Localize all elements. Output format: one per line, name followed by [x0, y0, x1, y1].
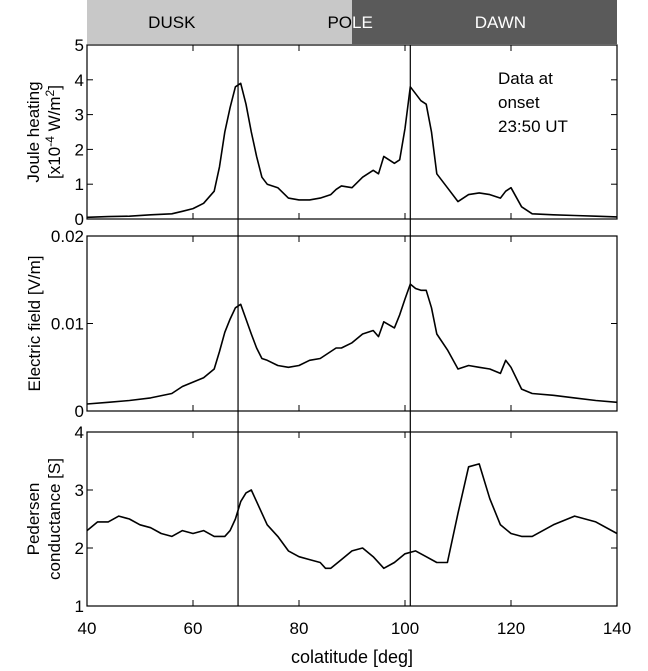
y-label-line-1: Pedersen — [24, 483, 43, 556]
panel-frame — [86, 44, 618, 220]
series-line — [86, 82, 618, 219]
y-tick-label: 2 — [75, 539, 84, 558]
y-tick-label: 0.01 — [51, 315, 84, 334]
marker-lines — [237, 45, 411, 606]
dawn-band-label: DAWN — [475, 13, 526, 32]
x-axis-label: colatitude [deg] — [291, 647, 413, 667]
x-tick-label: 80 — [290, 619, 309, 638]
y-tick-label: 2 — [75, 140, 84, 159]
y-label-sup: 2 — [43, 89, 57, 96]
x-tick-label: 60 — [184, 619, 203, 638]
y-label-line-2: [x10-4 W/m2] — [43, 85, 64, 179]
y-tick-label: 1 — [75, 597, 84, 616]
panel-frame — [86, 235, 618, 412]
x-tick-label: 100 — [391, 619, 419, 638]
x-axis: 40 60 80 100 120 140 — [78, 619, 632, 638]
pole-label-right: LE — [352, 13, 373, 32]
y-tick-label: 0.02 — [51, 227, 84, 246]
series-line — [86, 463, 618, 570]
pole-label-left: PO — [327, 13, 352, 32]
y-label-part: [x10 — [45, 147, 64, 179]
dusk-band — [87, 0, 352, 44]
y-axis-label: Electric field [V/m] — [25, 255, 44, 391]
y-tick-label: 3 — [75, 106, 84, 125]
x-tick-label: 40 — [78, 619, 97, 638]
x-tick-label: 120 — [497, 619, 525, 638]
annotation-line-3: 23:50 UT — [498, 117, 568, 136]
y-tick-label: 5 — [75, 36, 84, 55]
dawn-band — [352, 0, 617, 44]
y-tick-label: 0 — [75, 402, 84, 421]
y-label-line-2: conductance [S] — [45, 458, 64, 580]
dusk-band-label: DUSK — [148, 13, 196, 32]
y-tick-label: 3 — [75, 481, 84, 500]
y-label-line-1: Electric field [V/m] — [25, 255, 44, 391]
panel-2: 0 0.01 0.02 Electric field [V/m] — [25, 227, 618, 421]
y-axis-label: Pedersen conductance [S] — [24, 458, 64, 580]
band-bar: DUSK PO LE DAWN — [87, 0, 617, 44]
y-tick-label: 4 — [75, 423, 84, 442]
y-label-part: ] — [45, 85, 64, 90]
annotation-line-2: onset — [498, 93, 540, 112]
annotation-line-1: Data at — [498, 69, 553, 88]
y-label-line-1: Joule heating — [24, 81, 43, 182]
y-label-sup: -4 — [43, 136, 57, 147]
y-tick-label: 4 — [75, 71, 84, 90]
y-label-part: W/m — [45, 96, 64, 136]
panel-3: 1 2 3 4 Pedersen conductance [S] — [24, 423, 618, 616]
x-tick-label: 140 — [603, 619, 631, 638]
annotation: Data at onset 23:50 UT — [498, 69, 568, 136]
y-tick-label: 0 — [75, 210, 84, 229]
y-tick-label: 1 — [75, 175, 84, 194]
series-line — [86, 283, 618, 405]
y-axis-label: Joule heating [x10-4 W/m2] — [24, 81, 64, 182]
panel-frame — [86, 431, 618, 607]
